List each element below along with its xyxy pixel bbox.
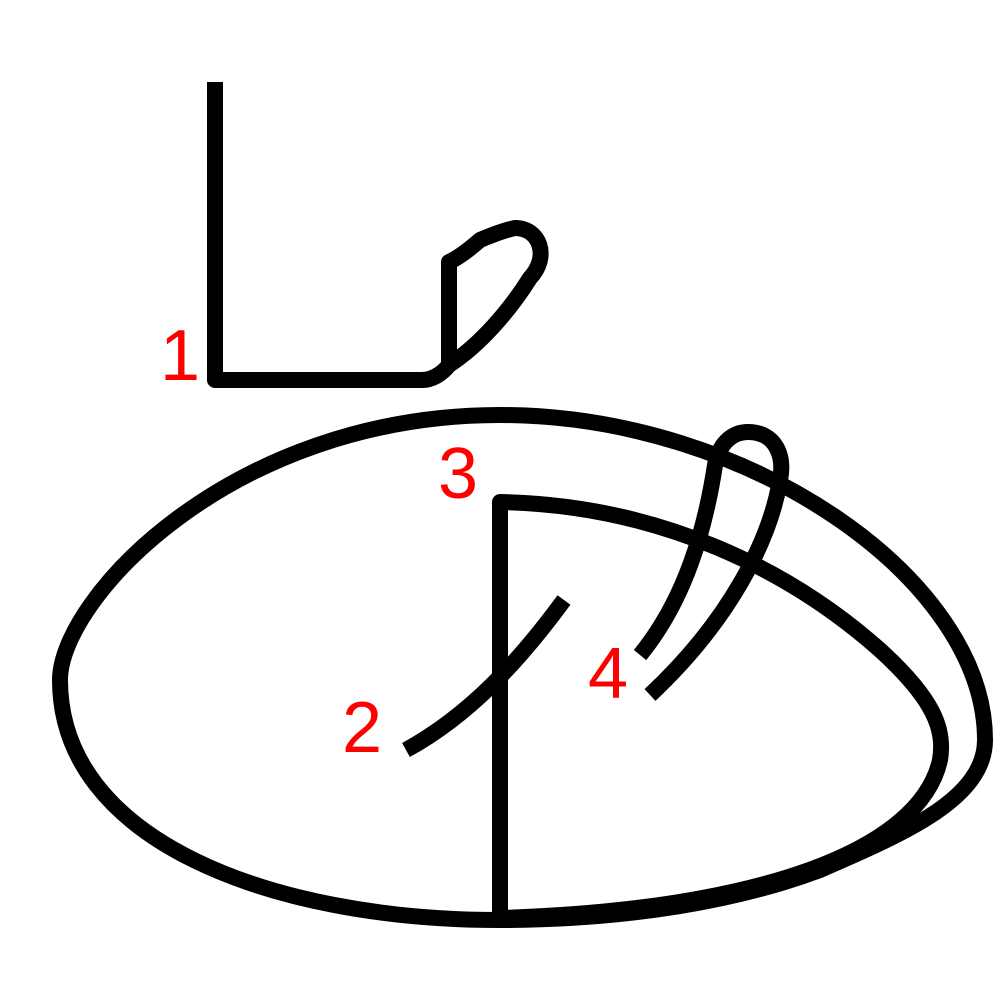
- stroke-label-4: 4: [588, 634, 628, 714]
- oval-group: [52, 407, 993, 928]
- stroke-label-1: 1: [160, 316, 200, 396]
- oval-stroke: [52, 407, 993, 928]
- stroke-4-group: 4: [588, 424, 790, 714]
- stroke-3-group: 3: [438, 434, 950, 926]
- stroke-2: [402, 595, 571, 758]
- stroke-1: [207, 82, 549, 388]
- stroke-2-group: 2: [342, 595, 571, 768]
- stroke-4: [633, 424, 790, 701]
- stroke-3: [492, 494, 950, 926]
- stroke-label-3: 3: [438, 434, 478, 514]
- stroke-label-2: 2: [342, 688, 382, 768]
- stroke-1-group: 1: [160, 82, 549, 396]
